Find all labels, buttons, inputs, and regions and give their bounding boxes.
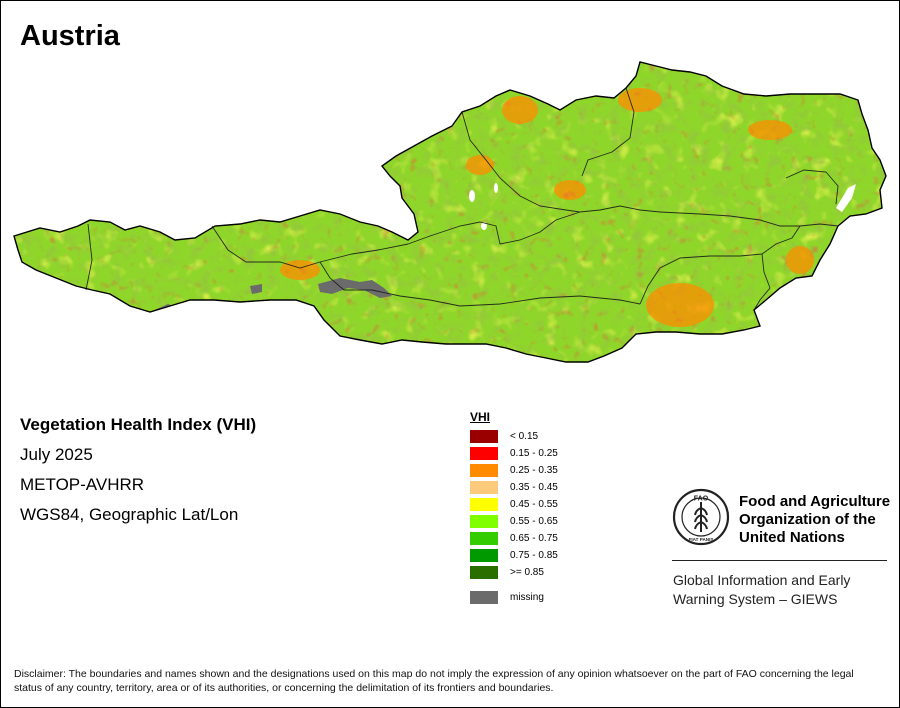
program-line-1: Global Information and Early (673, 572, 851, 588)
legend-item: 0.65 - 0.75 (470, 530, 558, 547)
org-name-line-3: United Nations (739, 529, 845, 546)
legend-item: 0.75 - 0.85 (470, 547, 558, 564)
legend-item: 0.15 - 0.25 (470, 445, 558, 462)
legend-item: 0.35 - 0.45 (470, 479, 558, 496)
org-divider (672, 560, 887, 561)
legend-title: VHI (470, 410, 491, 424)
legend-label: < 0.15 (510, 431, 539, 442)
legend: VHI < 0.15 0.15 - 0.25 0.25 - 0.35 0.35 - 0… (470, 410, 558, 606)
sensor: METOP-AVHRR (20, 475, 145, 494)
legend-item: 0.25 - 0.35 (470, 462, 558, 479)
map-title: Austria (20, 20, 120, 52)
org-name: Food and Agriculture Organization of the… (739, 493, 890, 547)
legend-swatch (470, 447, 498, 460)
province-boundaries (85, 87, 839, 311)
legend-item: >= 0.85 (470, 564, 558, 581)
legend-label: 0.25 - 0.35 (510, 465, 558, 476)
program-line-2: Warning System – GIEWS (673, 591, 838, 607)
legend-label: 0.55 - 0.65 (510, 516, 558, 527)
legend-swatch (470, 566, 498, 579)
org-name-line-2: Organization of the (739, 511, 876, 528)
org-name-line-1: Food and Agriculture (739, 493, 891, 510)
legend-swatch (470, 481, 498, 494)
legend-swatch (470, 498, 498, 511)
vhi-map (13, 61, 887, 363)
svg-text:FIAT PANIS: FIAT PANIS (689, 537, 714, 542)
legend-swatch (470, 549, 498, 562)
disclaimer: Disclaimer: The boundaries and names sho… (14, 668, 854, 694)
period: July 2025 (20, 445, 93, 464)
legend-label-missing: missing (510, 592, 544, 603)
legend-item: 0.55 - 0.65 (470, 513, 558, 530)
legend-label: 0.45 - 0.55 (510, 499, 558, 510)
svg-text:FAO: FAO (694, 496, 709, 503)
legend-swatch (470, 430, 498, 443)
legend-label: 0.65 - 0.75 (510, 533, 558, 544)
legend-label: 0.15 - 0.25 (510, 448, 558, 459)
legend-label: >= 0.85 (510, 567, 544, 578)
legend-swatch (470, 515, 498, 528)
program-name: Global Information and Early Warning Sys… (673, 571, 850, 609)
legend-swatch-missing (470, 591, 498, 604)
map-info: Vegetation Health Index (VHI) July 2025 … (20, 414, 256, 534)
fao-logo-icon: FAO FIAT PANIS (672, 488, 730, 546)
projection: WGS84, Geographic Lat/Lon (20, 505, 239, 524)
legend-swatch (470, 532, 498, 545)
vhi-raster (14, 62, 886, 362)
lakes (469, 183, 856, 230)
legend-swatch (470, 464, 498, 477)
legend-label: 0.75 - 0.85 (510, 550, 558, 561)
legend-item: < 0.15 (470, 428, 558, 445)
legend-label: 0.35 - 0.45 (510, 482, 558, 493)
index-name: Vegetation Health Index (VHI) (20, 415, 257, 434)
legend-item: 0.45 - 0.55 (470, 496, 558, 513)
legend-item-missing: missing (470, 589, 558, 606)
